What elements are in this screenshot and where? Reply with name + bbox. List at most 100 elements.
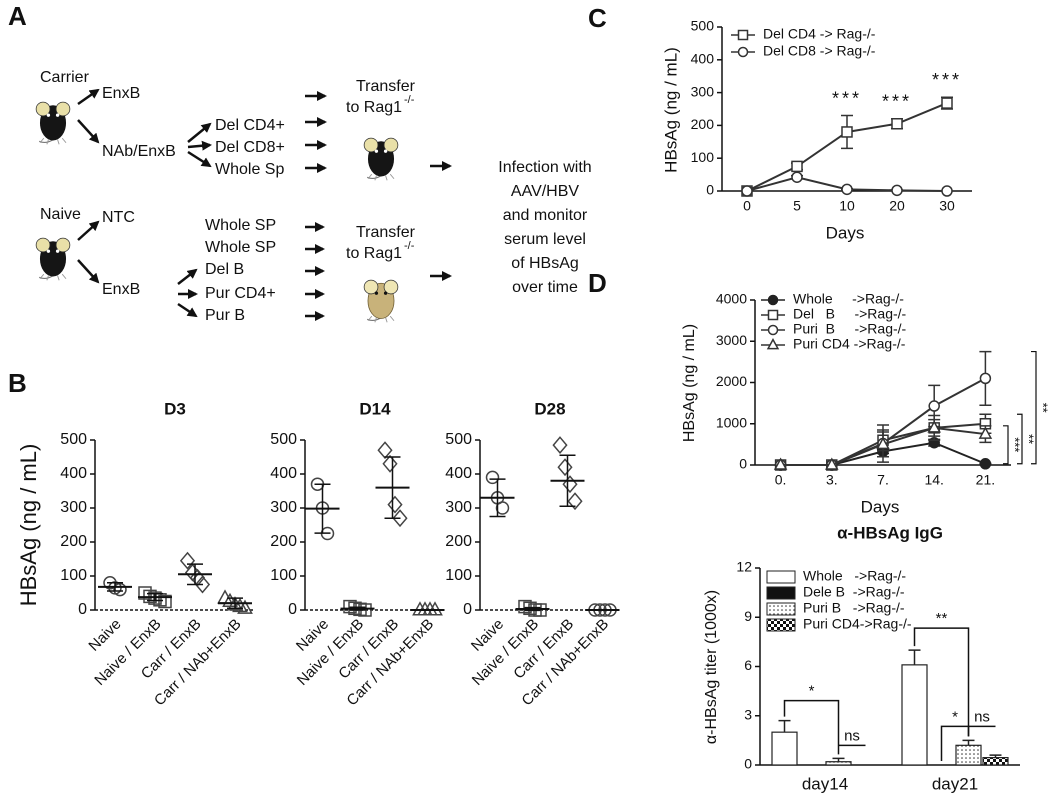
- cell-group: Pur CD4+: [205, 285, 276, 302]
- bar: [825, 761, 852, 766]
- y-tick-label: 0: [744, 756, 752, 772]
- arrow: [187, 122, 212, 143]
- marker: [567, 492, 583, 511]
- legend-marker: [737, 29, 749, 41]
- panel-label: D: [588, 268, 607, 298]
- y-tick-label: 6: [744, 657, 752, 673]
- x-tick-label: 3.: [826, 472, 838, 488]
- y-tick-label: 0: [706, 182, 714, 198]
- y-tick-label: 300: [691, 83, 715, 99]
- legend-marker: [767, 309, 779, 321]
- legend-swatch: [766, 586, 796, 600]
- legend-swatch: [766, 570, 796, 584]
- y-axis-label: α-HBsAg titer (1000x): [703, 590, 720, 744]
- panel-label: C: [588, 3, 607, 33]
- chart-title: D14: [359, 399, 391, 418]
- significance-label: ***: [832, 88, 862, 108]
- cell-group: Whole SP: [205, 217, 276, 234]
- y-axis-label: HBsAg (ng / mL): [661, 47, 680, 173]
- marker: [518, 599, 532, 614]
- panel-label: A: [8, 1, 27, 31]
- y-tick-label: 100: [445, 567, 472, 584]
- marker: [194, 575, 211, 594]
- x-tick-label: 7.: [877, 472, 889, 488]
- error-bar: [147, 592, 163, 602]
- legend-label: Del CD4 -> Rag-/-: [763, 26, 876, 42]
- y-tick-label: 3: [744, 706, 752, 722]
- x-tick-label: 0: [743, 198, 751, 214]
- cell-group: Del CD8+: [215, 139, 285, 156]
- x-tick-label: 30: [939, 198, 955, 214]
- chart-title: α-HBsAg IgG: [837, 523, 943, 542]
- superscript: -/-: [404, 240, 415, 252]
- mouse-icon: [363, 137, 399, 181]
- marker: [979, 458, 992, 470]
- outcome-line: Infection with: [498, 159, 591, 176]
- x-axis-label: Days: [826, 223, 865, 242]
- y-tick-label: 100: [270, 567, 297, 584]
- treatment: EnxB: [102, 281, 140, 298]
- marker: [841, 183, 853, 196]
- legend-label: Puri B ->Rag-/-: [803, 600, 905, 616]
- marker: [891, 184, 903, 197]
- significance-bracket: [1017, 413, 1023, 465]
- superscript: -/-: [404, 94, 415, 106]
- cell-group: Del B: [205, 261, 244, 278]
- arrow: [187, 150, 212, 168]
- error-bar: [559, 454, 576, 508]
- y-tick-label: 300: [60, 499, 87, 516]
- outcome-line: serum level: [504, 231, 586, 248]
- marker: [377, 441, 393, 460]
- significance-label: **: [1022, 434, 1037, 444]
- y-axis-label: HBsAg (ng / mL): [681, 324, 698, 442]
- y-tick-label: 400: [691, 51, 715, 67]
- y-tick-label: 12: [736, 559, 752, 575]
- legend-swatch: [766, 602, 796, 616]
- outcome-line: of HBsAg: [511, 255, 579, 272]
- marker: [387, 495, 403, 514]
- legend-marker: [767, 324, 779, 336]
- marker: [791, 160, 803, 173]
- y-tick-label: 300: [445, 499, 472, 516]
- bar: [982, 757, 1009, 766]
- significance-label: ***: [932, 70, 962, 90]
- cell-group: Del CD4+: [215, 117, 285, 134]
- y-tick-label: 500: [445, 431, 472, 448]
- marker: [841, 126, 853, 138]
- legend-label: Dele B ->Rag-/-: [803, 584, 905, 600]
- treatment: EnxB: [102, 85, 140, 102]
- legend-marker: [767, 294, 779, 306]
- bar: [771, 731, 798, 766]
- cell-group: Pur B: [205, 307, 245, 324]
- chart-title: D28: [534, 399, 565, 418]
- marker: [825, 457, 839, 470]
- y-tick-label: 3000: [716, 332, 747, 348]
- group-label: Carrier: [40, 69, 90, 86]
- significance-label: *: [809, 683, 815, 700]
- y-tick-label: 0: [739, 456, 747, 472]
- error-bar: [107, 582, 123, 592]
- mouse-icon: [35, 237, 71, 281]
- marker: [485, 470, 500, 485]
- marker: [978, 426, 993, 439]
- outcome-line: and monitor: [503, 207, 588, 224]
- error-bar: [832, 757, 845, 762]
- y-tick-label: 400: [270, 465, 297, 482]
- panel-label: B: [8, 368, 27, 398]
- x-tick-label: 10: [839, 198, 855, 214]
- x-tick-label: 20: [889, 198, 905, 214]
- error-bar: [314, 483, 331, 534]
- significance-label: ***: [882, 92, 912, 112]
- outcome-line: AAV/HBV: [511, 183, 580, 200]
- marker: [552, 436, 568, 455]
- step-label: to Rag1: [346, 99, 402, 116]
- error-bar: [489, 478, 506, 518]
- significance-bracket: [913, 627, 970, 737]
- significance-bracket: [783, 699, 840, 755]
- legend-label: Whole ->Rag-/-: [803, 568, 906, 584]
- y-tick-label: 0: [78, 601, 87, 618]
- y-tick-label: 200: [270, 533, 297, 550]
- marker: [562, 475, 578, 494]
- significance-label: ***: [1008, 437, 1023, 452]
